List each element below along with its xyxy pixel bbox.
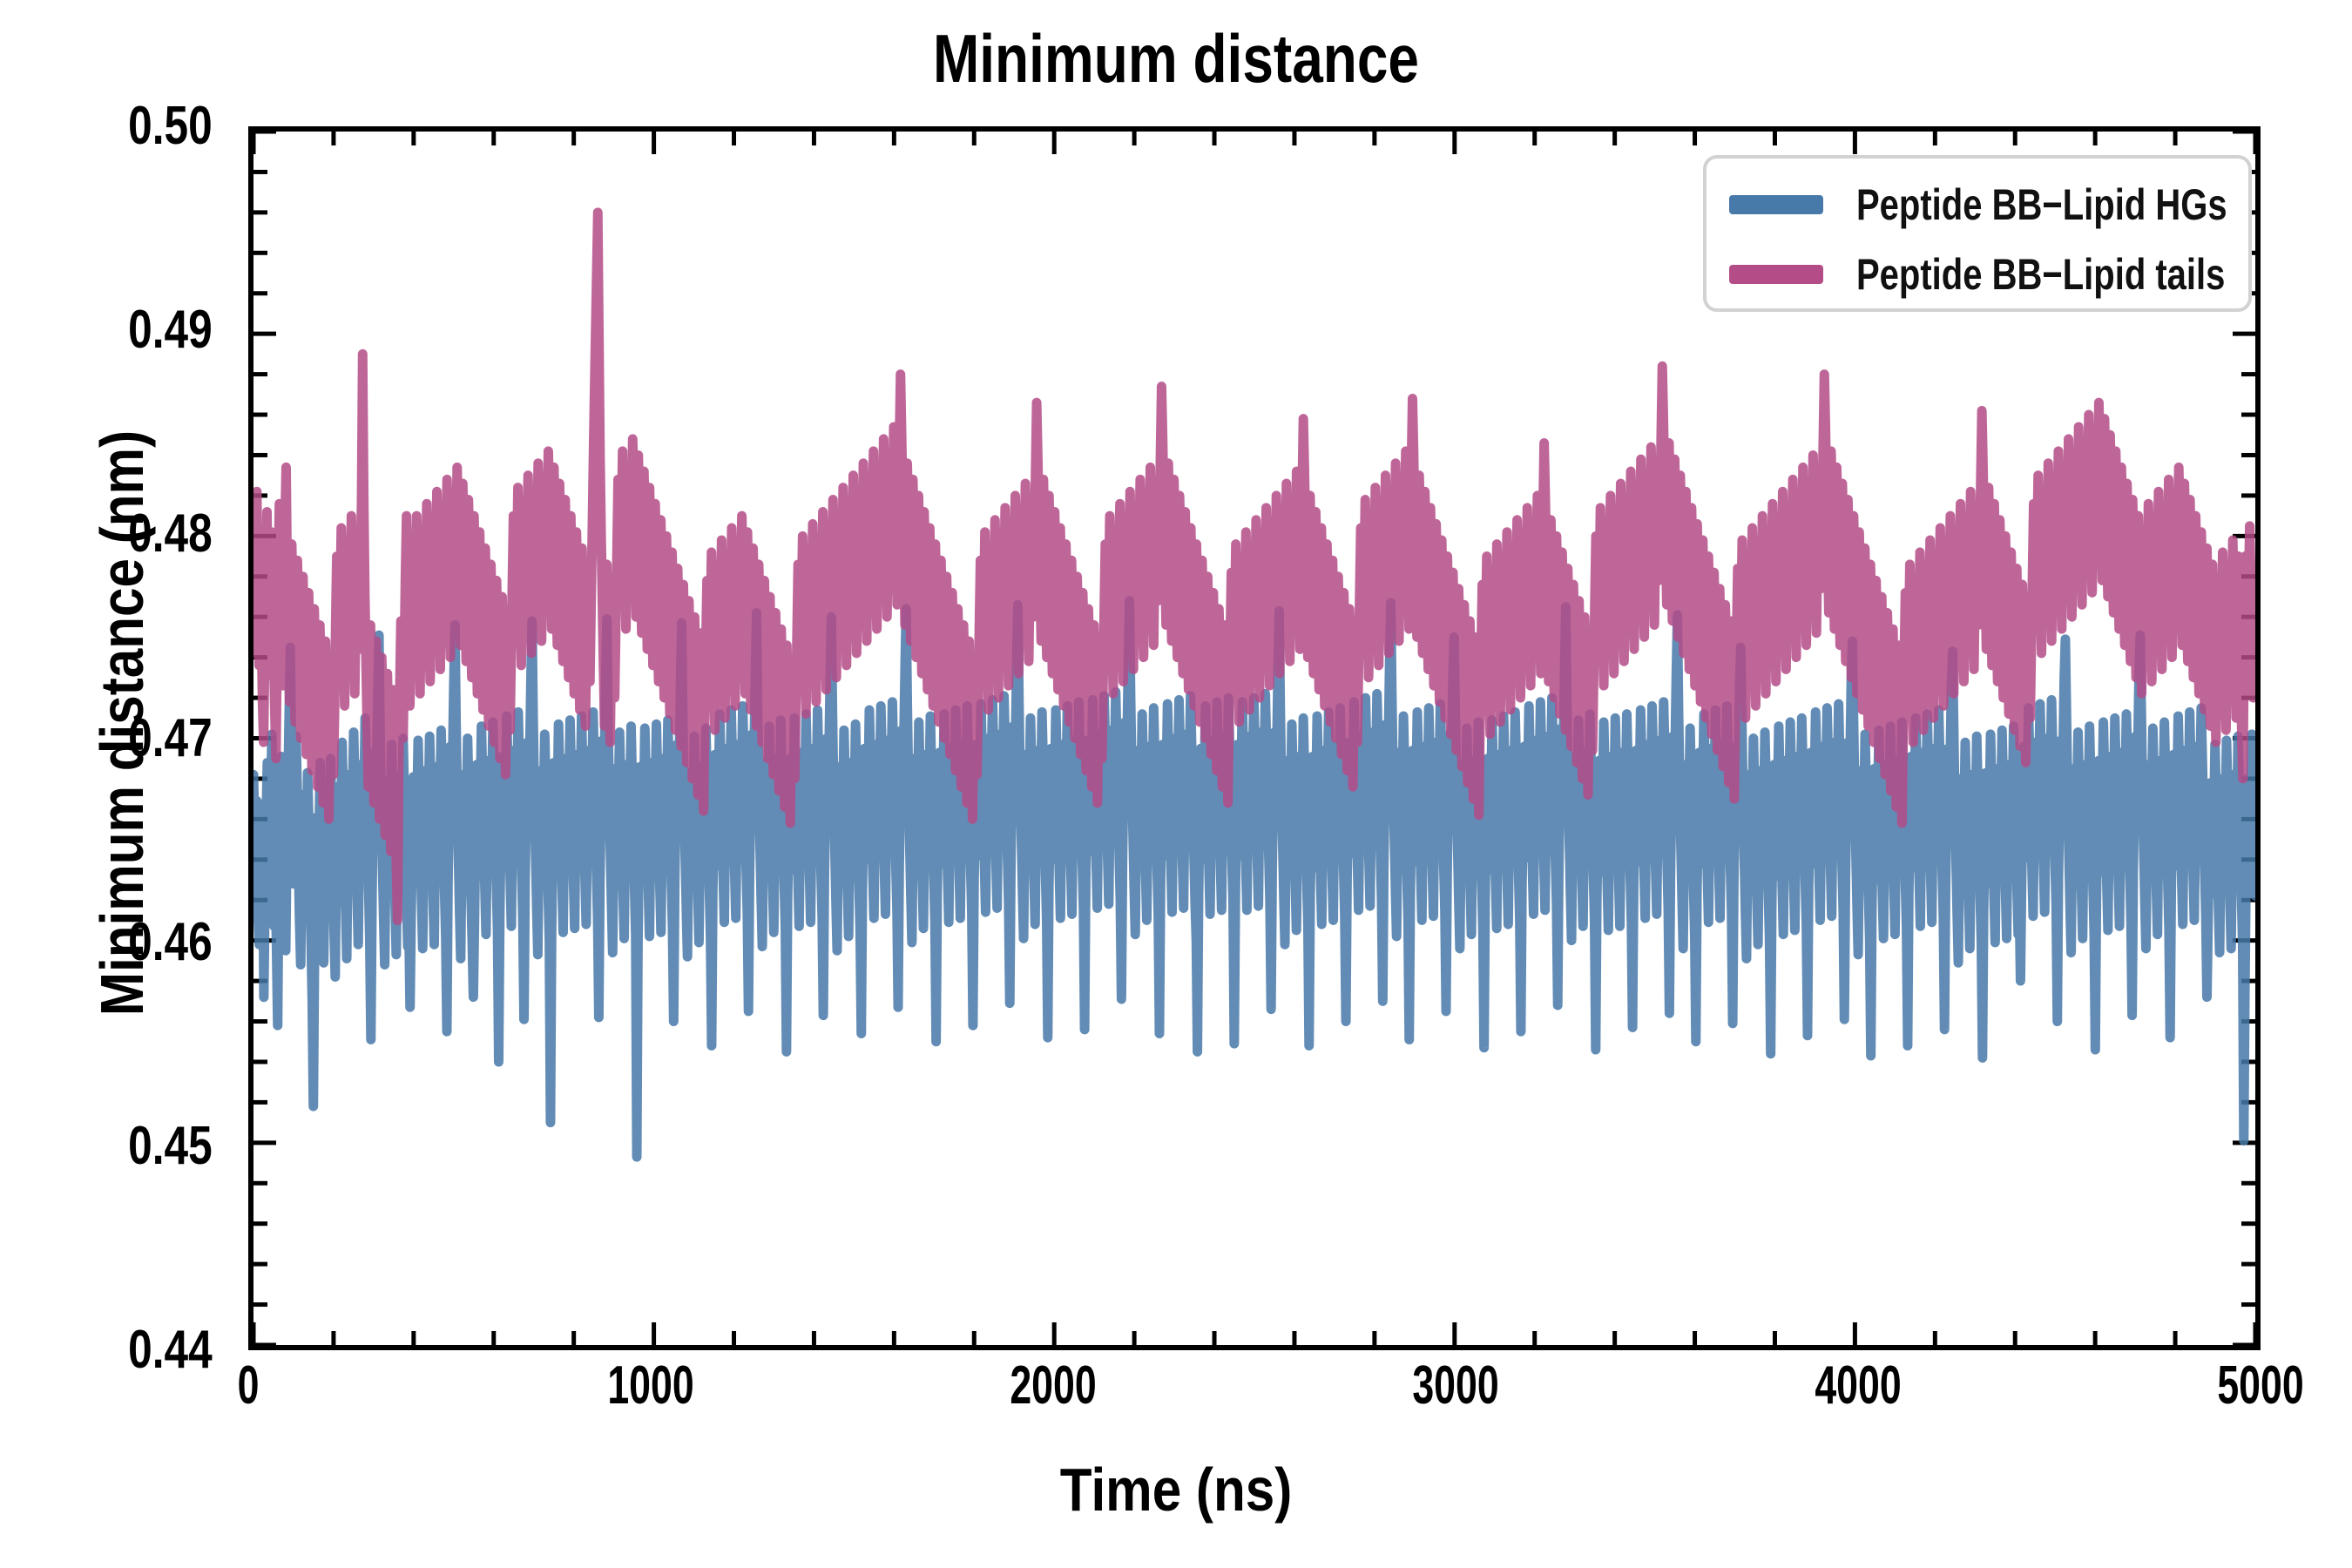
legend-item-peptide-bb-lipid-hgs[interactable]: Peptide BB−Lipid HGs	[1707, 176, 2255, 233]
chart-legend[interactable]: Peptide BB−Lipid HGs Peptide BB−Lipid ta…	[1703, 155, 2252, 312]
y-tick-label: 0.48	[128, 504, 213, 564]
x-axis-tick-labels: 0 1000 2000 3000 4000 5000	[238, 1355, 2304, 1455]
x-tick-label: 1000	[607, 1355, 694, 1416]
legend-label-tails: Peptide BB−Lipid tails	[1856, 250, 2226, 299]
y-tick-label: 0.46	[128, 911, 213, 972]
y-tick-label: 0.44	[128, 1320, 213, 1380]
data-series-layer	[253, 213, 2255, 1157]
legend-item-peptide-bb-lipid-tails[interactable]: Peptide BB−Lipid tails	[1707, 246, 2255, 303]
plot-area	[248, 126, 2261, 1350]
legend-label-hgs: Peptide BB−Lipid HGs	[1856, 180, 2227, 229]
x-tick-label: 5000	[2217, 1355, 2304, 1416]
y-tick-label: 0.50	[128, 96, 213, 156]
series-line-0	[253, 601, 2255, 1157]
y-axis-tick-labels: 0.50 0.49 0.48 0.47 0.46 0.45 0.44	[0, 99, 228, 1377]
chart-title: Minimum distance	[933, 20, 1419, 97]
x-tick-label: 2000	[1010, 1355, 1097, 1416]
x-tick-label: 0	[237, 1355, 260, 1416]
plot-svg	[253, 132, 2255, 1345]
x-tick-label: 4000	[1815, 1355, 1902, 1416]
series-line-1	[253, 213, 2255, 921]
legend-swatch-hgs	[1729, 195, 1823, 214]
y-tick-label: 0.45	[128, 1115, 213, 1176]
y-tick-label: 0.49	[128, 300, 213, 361]
legend-swatch-tails	[1729, 265, 1823, 284]
y-tick-label: 0.47	[128, 707, 213, 768]
x-axis-label: Time (ns)	[1059, 1456, 1293, 1524]
x-tick-label: 3000	[1412, 1355, 1499, 1416]
